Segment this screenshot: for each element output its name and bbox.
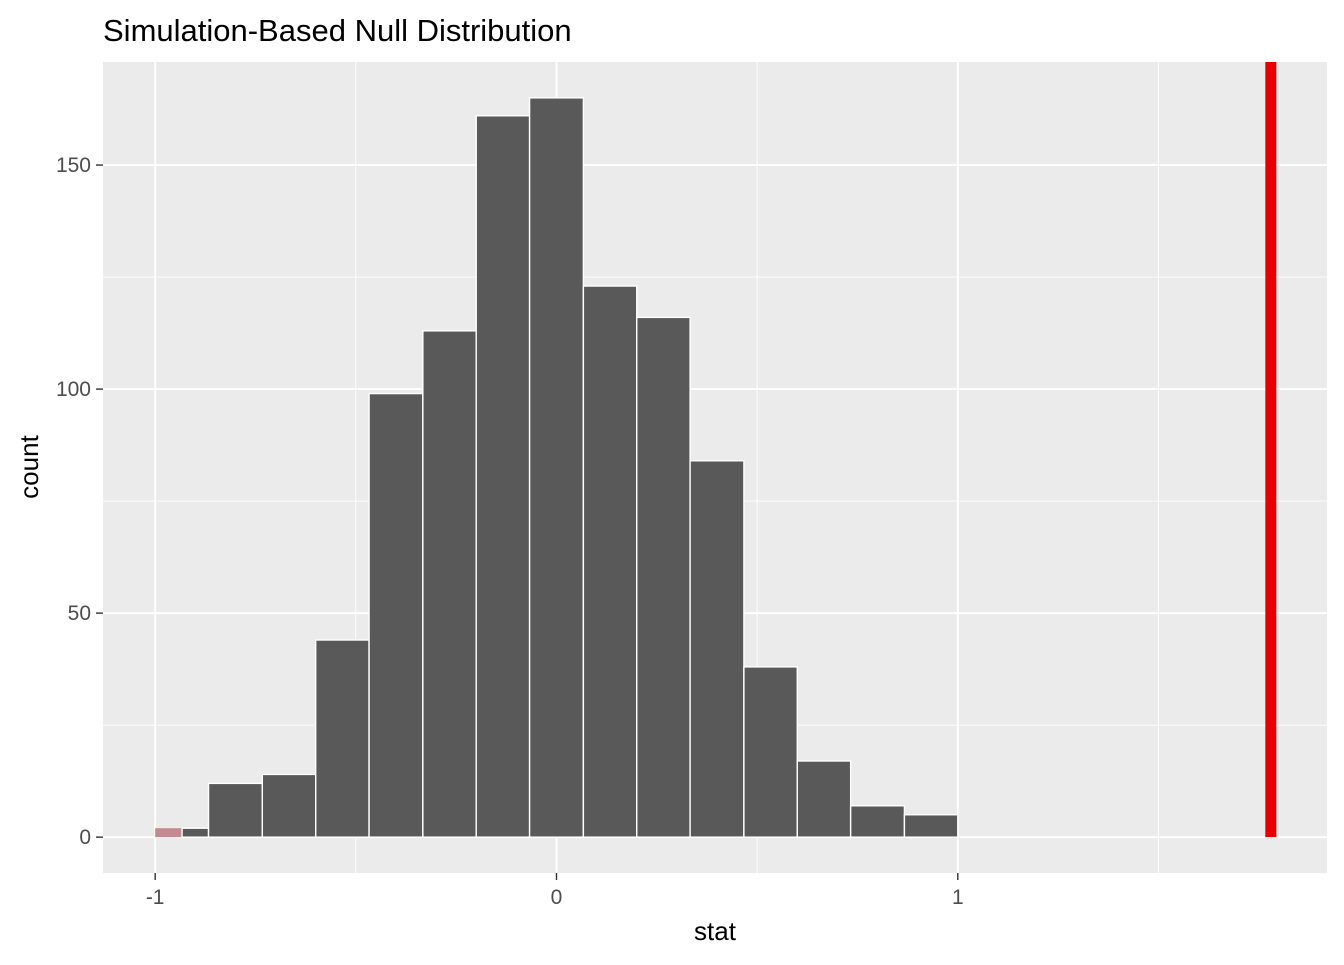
x-axis-title: stat (694, 916, 737, 946)
histogram-bar (796, 760, 852, 838)
x-axis-ticks: -1 0 1 (146, 873, 964, 909)
y-axis-ticks: 0 50 100 150 (56, 154, 103, 849)
y-tick-label: 150 (56, 154, 91, 177)
chart-title: Simulation-Based Null Distribution (103, 13, 572, 48)
histogram-bars (155, 97, 959, 838)
histogram-bar (636, 316, 691, 838)
histogram-bar (849, 805, 906, 838)
histogram-bar (689, 460, 745, 838)
grid-lines (103, 62, 1327, 873)
histogram-bar (743, 666, 798, 838)
histogram-bar-shaded (155, 828, 183, 838)
histogram-bar (181, 827, 210, 838)
y-axis-title: count (14, 434, 44, 498)
x-tick-label: -1 (146, 886, 165, 909)
histogram-bar (903, 814, 959, 838)
histogram-bar (314, 639, 370, 838)
y-tick-label: 0 (79, 826, 91, 849)
histogram-bar (475, 115, 531, 838)
y-tick-label: 50 (68, 602, 91, 625)
y-tick-label: 100 (56, 378, 91, 401)
histogram-bar (207, 782, 264, 838)
histogram-bar (368, 392, 424, 838)
x-tick-label: 1 (952, 886, 964, 909)
histogram-bar (582, 285, 638, 838)
histogram-bar (422, 330, 477, 838)
histogram-bar (528, 97, 585, 838)
x-tick-label: 0 (551, 886, 563, 909)
histogram-bar (261, 773, 317, 838)
